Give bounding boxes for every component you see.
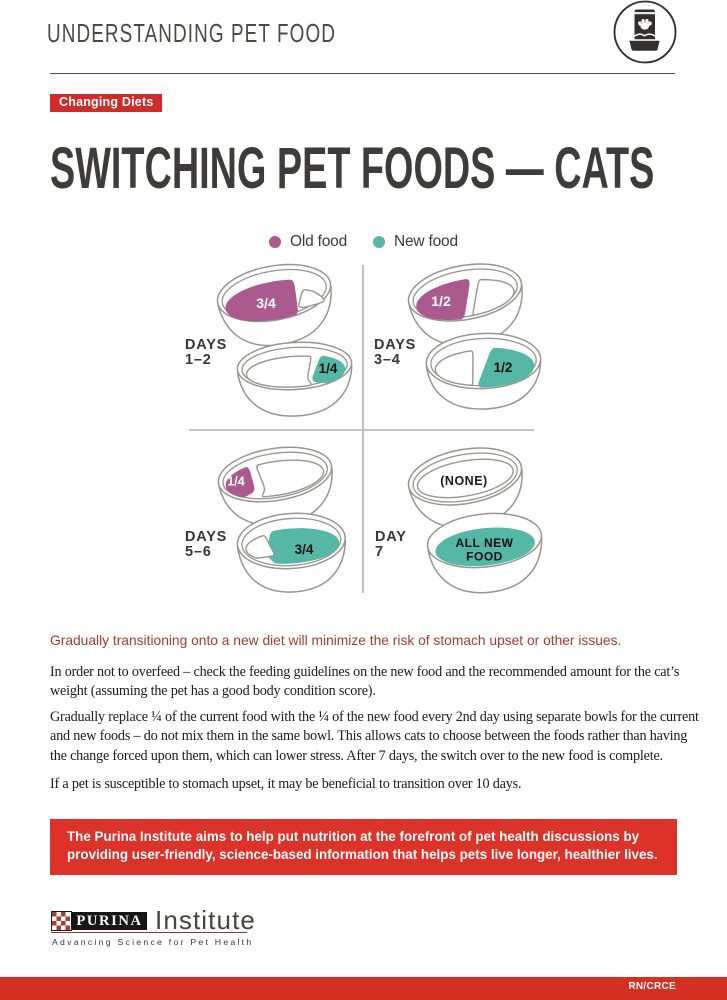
- svg-text:3–4: 3–4: [374, 352, 401, 368]
- svg-text:1/4: 1/4: [227, 475, 244, 489]
- svg-text:DAYS: DAYS: [185, 529, 227, 545]
- svg-text:DAYS: DAYS: [374, 337, 416, 353]
- svg-text:1/2: 1/2: [431, 293, 451, 309]
- svg-text:7: 7: [375, 544, 384, 560]
- svg-text:1/2: 1/2: [494, 360, 513, 375]
- svg-text:5–6: 5–6: [185, 544, 212, 560]
- svg-text:1–2: 1–2: [185, 352, 212, 368]
- svg-text:DAY: DAY: [375, 529, 407, 545]
- svg-text:1/4: 1/4: [319, 361, 338, 376]
- svg-text:FOOD: FOOD: [466, 550, 503, 564]
- svg-text:3/4: 3/4: [256, 295, 276, 311]
- svg-text:DAYS: DAYS: [185, 337, 227, 353]
- svg-text:ALL NEW: ALL NEW: [456, 536, 514, 550]
- svg-text:(NONE): (NONE): [440, 474, 487, 488]
- svg-text:3/4: 3/4: [295, 542, 314, 557]
